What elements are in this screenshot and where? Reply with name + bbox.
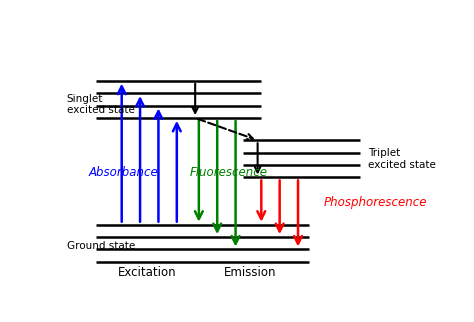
Text: Emission: Emission xyxy=(224,266,276,279)
Text: Triplet
excited state: Triplet excited state xyxy=(368,148,436,170)
Text: Fluorescence: Fluorescence xyxy=(189,166,267,179)
Text: Phosphorescence: Phosphorescence xyxy=(324,196,427,209)
Text: Singlet
excited state: Singlet excited state xyxy=(66,94,135,115)
Text: Excitation: Excitation xyxy=(118,266,177,279)
Text: Absorbance: Absorbance xyxy=(89,166,158,179)
Text: Ground state: Ground state xyxy=(66,241,135,251)
